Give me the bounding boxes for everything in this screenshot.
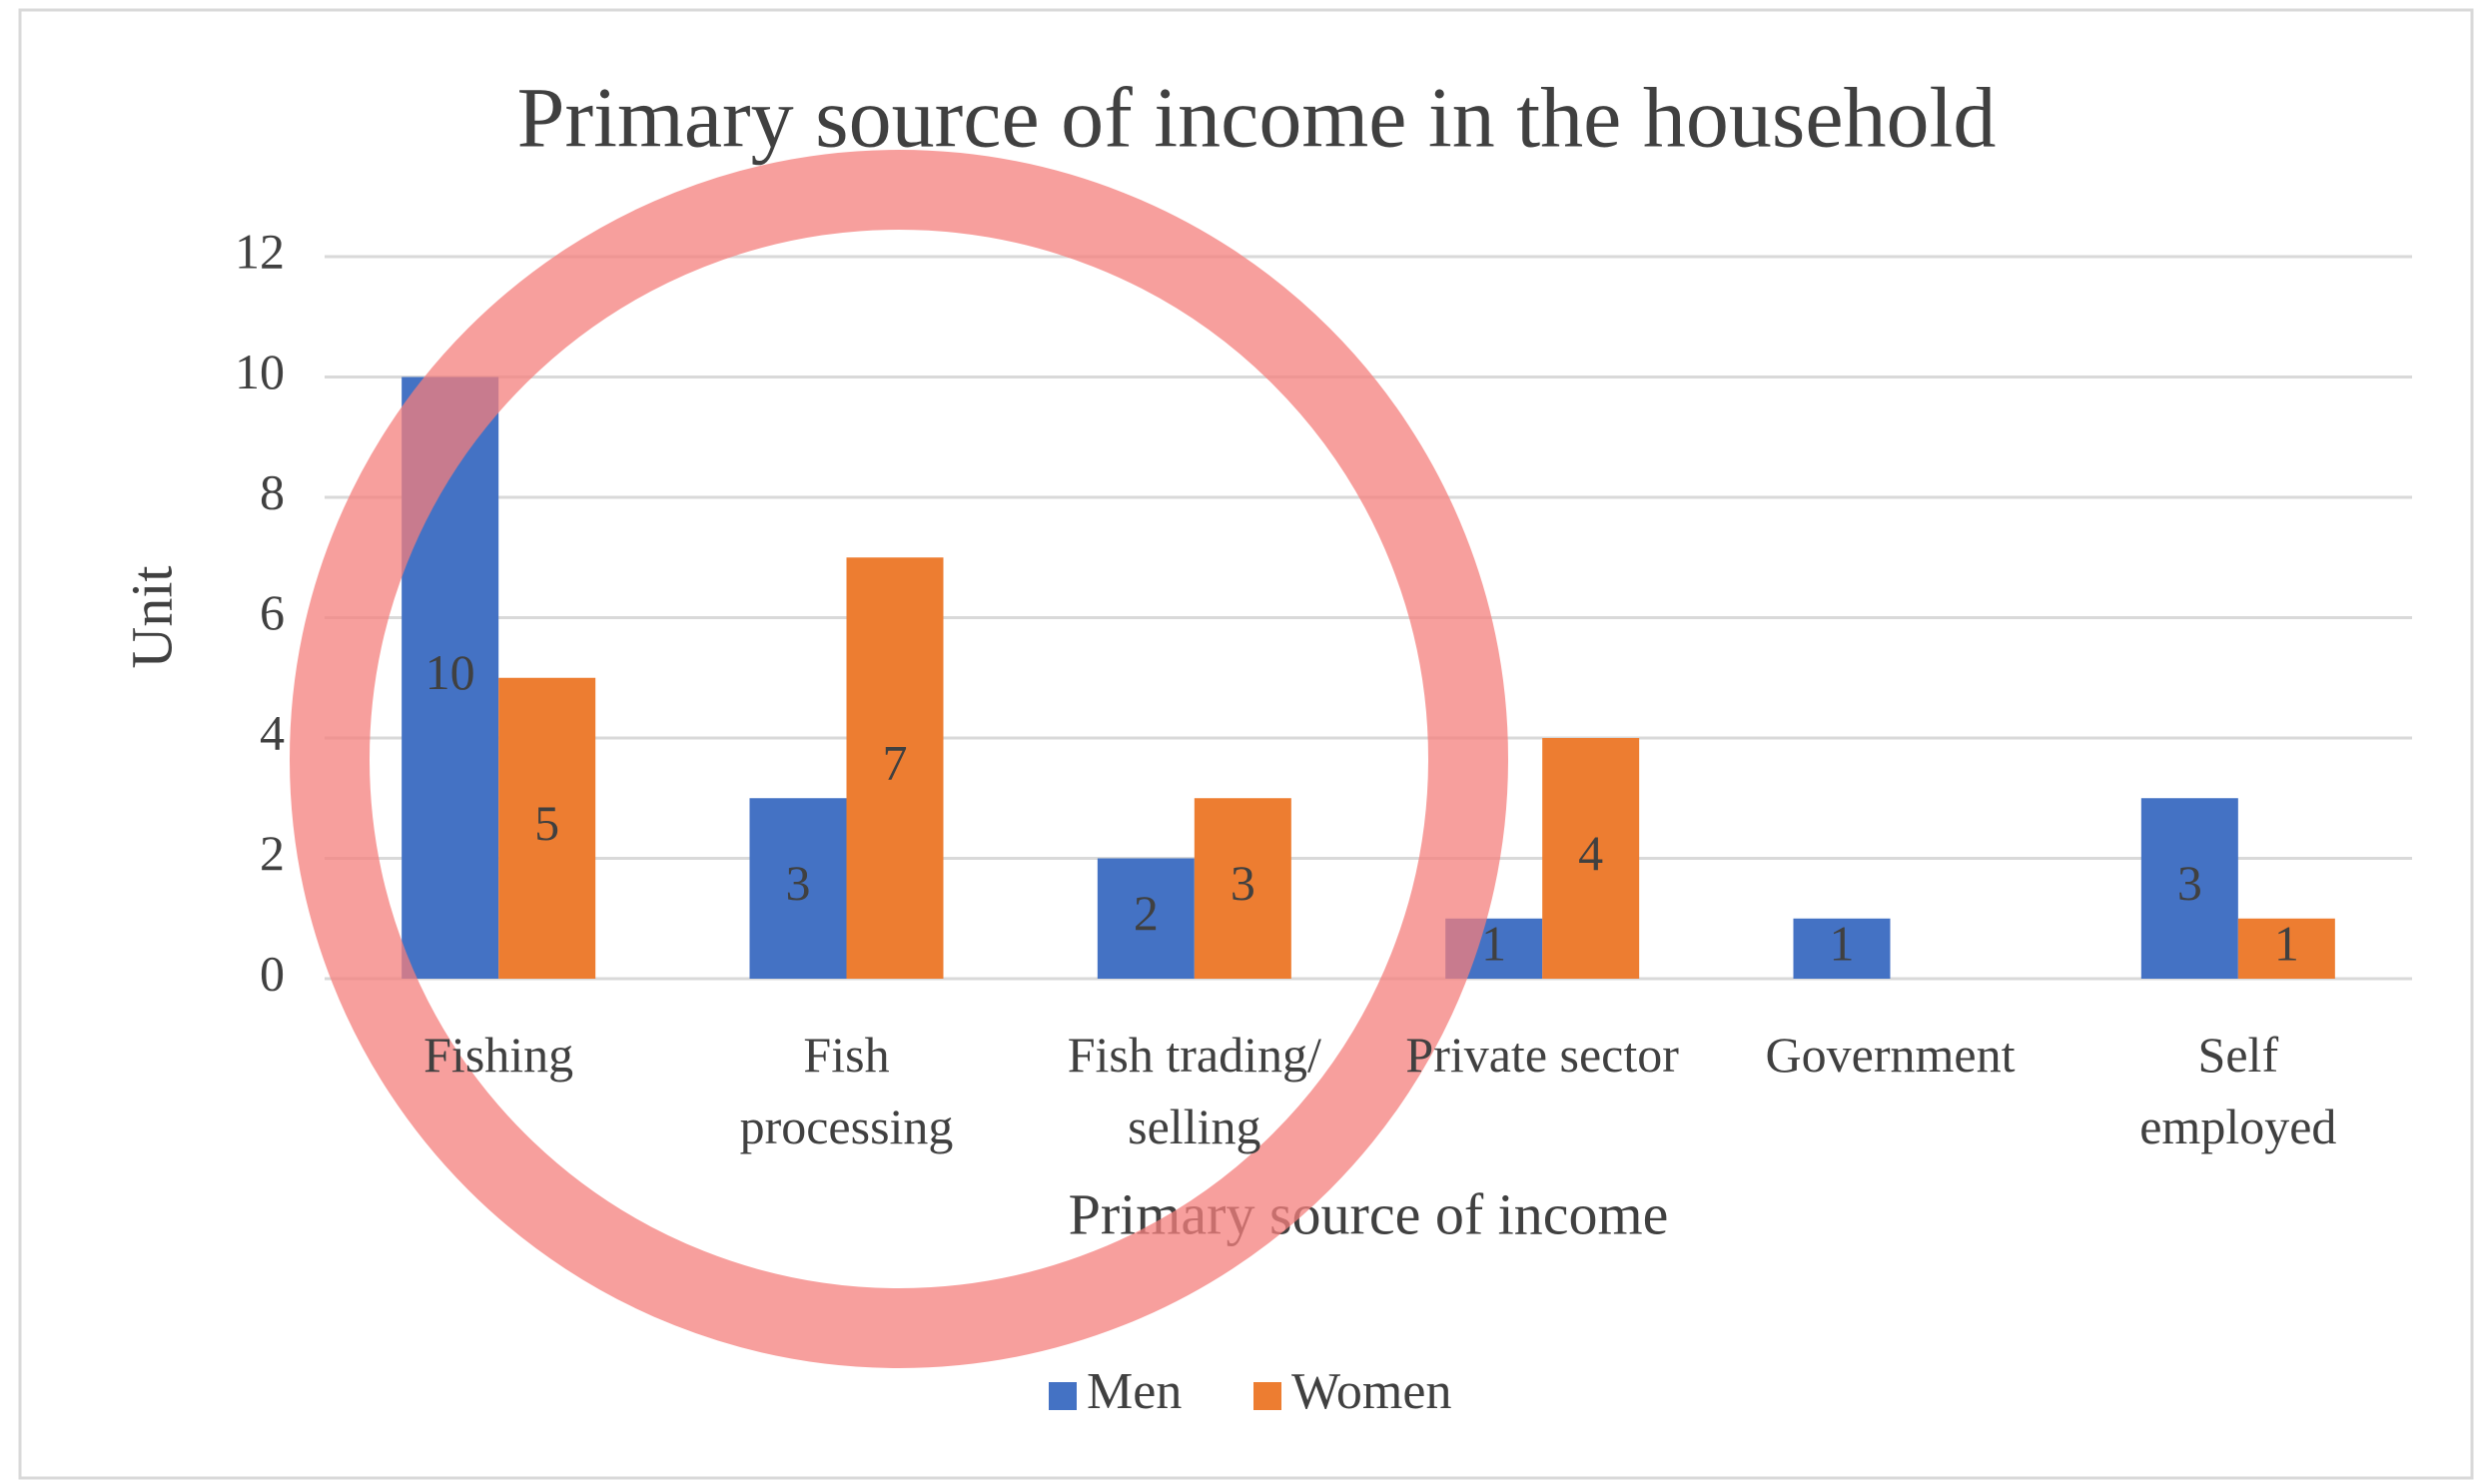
- legend: Men Women: [1049, 1363, 1451, 1420]
- bar: [2140, 798, 2238, 979]
- bar: [1097, 858, 1195, 979]
- value-label: 4: [1578, 825, 1603, 881]
- bar: [2237, 918, 2335, 979]
- bar: [846, 557, 944, 979]
- chart-title: Primary source of income in the househol…: [517, 70, 1997, 166]
- value-label: 3: [1231, 855, 1255, 911]
- value-label: 1: [1830, 915, 1855, 971]
- value-label: 2: [1134, 885, 1159, 941]
- y-axis-title: Unit: [119, 565, 184, 668]
- legend-swatch: [1049, 1382, 1077, 1410]
- bar: [749, 798, 847, 979]
- y-tick-label: 4: [260, 704, 285, 760]
- x-tick-label: Self employed: [2139, 1027, 2337, 1154]
- y-tick-label: 2: [260, 825, 285, 881]
- bar: [1194, 798, 1291, 979]
- value-label: 3: [786, 855, 811, 911]
- bar: [1793, 918, 1891, 979]
- value-label: 10: [425, 644, 475, 700]
- value-label: 5: [534, 795, 559, 851]
- highlight-circle: [290, 150, 1508, 1368]
- y-tick-label: 6: [260, 584, 285, 640]
- value-label: 3: [2177, 855, 2202, 911]
- x-tick-label: Fishing: [423, 1027, 574, 1083]
- bar: [498, 677, 596, 979]
- y-tick-label: 0: [260, 945, 285, 1001]
- legend-label: Men: [1087, 1363, 1182, 1420]
- x-tick-label: Private sector: [1405, 1027, 1679, 1083]
- y-tick-label: 8: [260, 463, 285, 519]
- y-tick-label: 12: [235, 223, 285, 279]
- legend-label: Women: [1291, 1363, 1451, 1420]
- x-tick-label: Fish trading/ selling: [1067, 1027, 1321, 1154]
- legend-swatch: [1253, 1382, 1281, 1410]
- y-tick-label: 10: [235, 344, 285, 399]
- value-label: 7: [883, 735, 908, 791]
- value-label: 1: [1481, 915, 1506, 971]
- x-tick-label: Fish processing: [739, 1027, 954, 1154]
- value-label: 1: [2274, 915, 2299, 971]
- x-tick-label: Government: [1765, 1027, 2016, 1083]
- bar: [1542, 738, 1640, 979]
